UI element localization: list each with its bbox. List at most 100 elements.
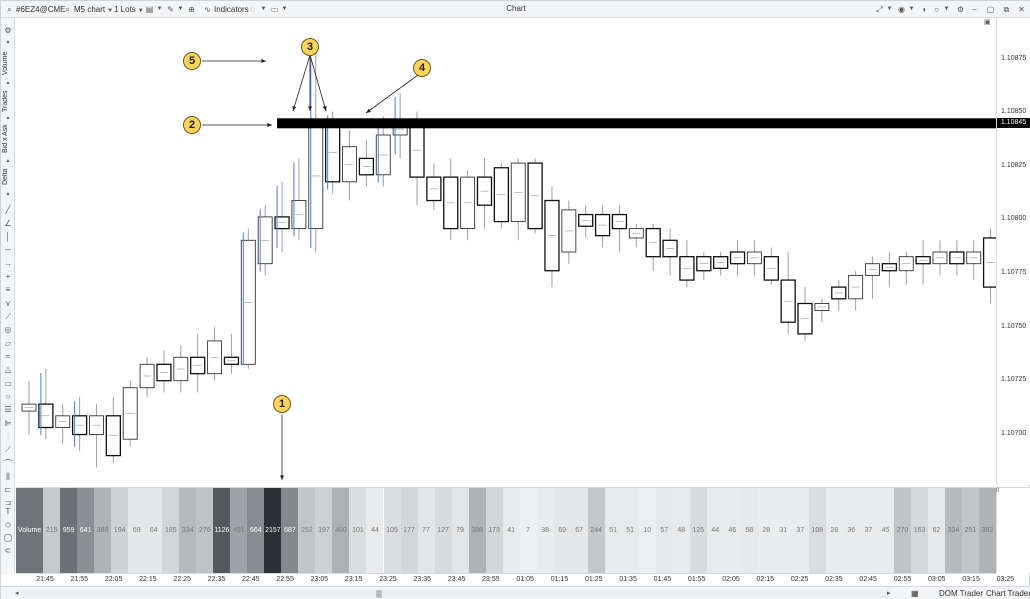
volume-value: 687: [284, 527, 296, 534]
top-toolbar: ⌕ #6EZ4@CME ⌕ M5 chart ▼ 1 Lots ▼ ▤ ▼ ✎ ▼ …: [1, 1, 1030, 18]
zoom-icon[interactable]: ⊕: [188, 5, 195, 14]
gear-icon[interactable]: ⚙: [956, 5, 965, 14]
instrument-search-icon[interactable]: ⌕: [7, 5, 12, 14]
dom-trader-button[interactable]: DOM Trader: [939, 589, 984, 598]
volume-bar: 36: [842, 488, 860, 574]
maximize-icon[interactable]: ▢: [986, 5, 995, 14]
horizontal-line-icon[interactable]: ─: [5, 245, 11, 254]
volume-value: 10: [643, 527, 652, 534]
chevron-down-icon[interactable]: ▼: [886, 6, 893, 12]
volume-value: 108: [811, 527, 824, 534]
trend-line-icon[interactable]: ╱: [5, 205, 11, 214]
volume-value: 57: [660, 527, 669, 534]
chevron-down-icon[interactable]: ▼: [156, 6, 163, 12]
expand-arrow-icon[interactable]: ▲: [5, 39, 11, 45]
brush-icon[interactable]: ≈: [5, 352, 11, 361]
volume-value: 69: [558, 527, 567, 534]
expand-icon[interactable]: ⤢: [876, 5, 883, 14]
fib-arc-icon[interactable]: ⌒: [4, 459, 12, 468]
price-tick: 1.10850: [1001, 108, 1027, 115]
section-bid-ask[interactable]: Bid x Ask: [2, 124, 9, 154]
layout-icon[interactable]: ▭: [270, 5, 279, 14]
price-axis[interactable]: 1.10875 1.10850 1.10825 1.10800 1.10775 …: [984, 18, 1030, 485]
arrow-icon[interactable]: →: [4, 259, 12, 268]
indicators-icon[interactable]: ∿: [204, 5, 211, 14]
time-tick: 01:15: [550, 576, 569, 583]
pane-resize-icon[interactable]: 0: [996, 488, 1000, 494]
volume-value: 959: [62, 527, 75, 534]
price-range-icon[interactable]: ⊏: [4, 485, 12, 494]
calendar-icon[interactable]: ▦: [911, 589, 919, 598]
expand-arrow-icon[interactable]: ▲: [5, 115, 11, 121]
drawing-pencil-icon[interactable]: ✎: [167, 5, 174, 14]
time-tick: 02:25: [790, 576, 809, 583]
gann-fan-icon[interactable]: ⟋: [5, 312, 11, 321]
close-icon[interactable]: ✕: [1018, 5, 1025, 14]
ruler-icon[interactable]: ▱: [4, 339, 12, 348]
chart-type-icon[interactable]: ▤: [145, 5, 154, 14]
camera-icon[interactable]: ◉: [898, 5, 905, 14]
angle-line-icon[interactable]: ∠: [4, 219, 12, 228]
crosshair-icon[interactable]: +: [5, 272, 11, 281]
volume-bar: 44: [706, 488, 724, 574]
fib-extension-icon[interactable]: ⊫: [4, 419, 12, 428]
volume-value: 79: [456, 527, 464, 534]
time-tick: 03:05: [928, 576, 946, 583]
indicators-button[interactable]: Indicators: [214, 5, 249, 14]
chevron-down-icon[interactable]: ▼: [281, 6, 288, 12]
scroll-left-icon[interactable]: ◂: [15, 590, 19, 597]
lots-selector[interactable]: 1 Lots ▼: [114, 4, 144, 15]
volume-value: 125: [692, 527, 705, 534]
section-delta[interactable]: Delta: [2, 168, 9, 186]
chevron-down-icon[interactable]: ▼: [260, 6, 267, 12]
search-icon[interactable]: ⌕: [65, 5, 70, 14]
text-tool-icon[interactable]: T: [5, 507, 11, 516]
scroll-right-icon[interactable]: ▸: [887, 590, 891, 597]
label-icon[interactable]: ◇: [4, 520, 12, 529]
scrollbar-thumb[interactable]: [376, 590, 382, 598]
fibonacci-icon[interactable]: ☰: [4, 405, 12, 414]
callout-icon[interactable]: ◯: [3, 533, 13, 542]
volume-bar: 276: [196, 488, 214, 574]
minimize-icon[interactable]: −: [972, 5, 977, 14]
link-icon[interactable]: ○: [934, 5, 939, 14]
arrow-head-icon: [308, 106, 312, 111]
volume-pane[interactable]: Volume 215 959 641 386 194 69 64 185 334 276 1126 49…: [16, 487, 996, 574]
horizontal-scrollbar[interactable]: [21, 590, 891, 598]
fib-time-icon[interactable]: ⫶: [7, 432, 9, 441]
triangle-icon[interactable]: △: [4, 365, 12, 374]
timeframe-selector[interactable]: M5 chart ▼: [74, 4, 113, 15]
rectangle-icon[interactable]: ▭: [4, 379, 12, 388]
volume-profile-icon[interactable]: ⫼: [6, 472, 10, 481]
price-tick: 1.10700: [1001, 430, 1027, 437]
magnet-icon[interactable]: ⊂: [4, 546, 12, 555]
symbol-selector[interactable]: #6EZ4@CME: [16, 5, 66, 14]
gear-icon[interactable]: ⚙: [4, 26, 12, 35]
fib-fan-icon[interactable]: ⟋: [5, 445, 11, 454]
chevron-down-icon[interactable]: ▼: [908, 6, 915, 12]
volume-bar: 491: [230, 488, 248, 574]
chart-trader-button[interactable]: Chart Trader: [986, 589, 1030, 598]
level-line-1-10845[interactable]: [277, 118, 996, 129]
circle-tool-icon[interactable]: ◎: [4, 325, 12, 334]
expand-arrow-icon[interactable]: ▲: [5, 191, 11, 197]
chevron-down-icon[interactable]: ▼: [943, 6, 950, 12]
time-tick: 22:45: [242, 576, 260, 583]
price-chart[interactable]: · · · · · · · · · · · · · · · · · · · ·: [16, 18, 996, 486]
vertical-line-icon[interactable]: │: [5, 232, 11, 241]
templates-icon[interactable]: ◌: [250, 5, 255, 14]
expand-arrow-icon[interactable]: ▲: [5, 158, 11, 164]
ellipse-icon[interactable]: ○: [5, 392, 11, 401]
pitchfork-icon[interactable]: ⋎: [5, 299, 11, 308]
restore-icon[interactable]: ⧉: [1003, 5, 1010, 14]
color-scheme-icon[interactable]: ◑: [921, 5, 926, 14]
date-range-icon[interactable]: ⊐: [4, 498, 12, 507]
chevron-down-icon[interactable]: ▼: [177, 6, 184, 12]
channel-icon[interactable]: ≡: [5, 285, 11, 294]
time-axis[interactable]: 21:45 21:55 22:05 22:15 22:25 22:35 22:45 22:55…: [16, 573, 1014, 586]
expand-arrow-icon[interactable]: ▲: [5, 80, 11, 86]
volume-bar: 641: [77, 488, 95, 574]
collapse-icon[interactable]: ▣: [984, 19, 991, 26]
section-trades[interactable]: Trades: [2, 90, 9, 112]
section-volume[interactable]: Volume: [2, 51, 9, 75]
